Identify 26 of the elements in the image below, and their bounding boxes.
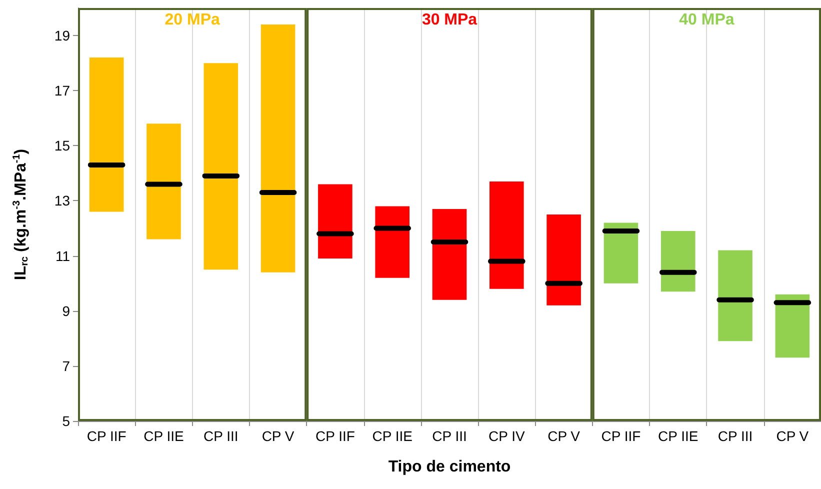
- x-tick-label: CP III: [432, 428, 467, 444]
- text: 20 MPa: [164, 12, 220, 28]
- y-tick-label: 5: [62, 413, 70, 429]
- y-tick-label: 15: [54, 138, 70, 154]
- x-tick-label: CP V: [776, 428, 810, 444]
- x-tick-label: CP IIE: [372, 428, 412, 444]
- x-axis-title: Tipo de cimento: [388, 458, 511, 476]
- y-tick-label: 19: [54, 28, 70, 44]
- x-tick-label: CP IIE: [658, 428, 698, 444]
- y-tick-label: 13: [54, 192, 70, 209]
- x-tick-label: CP III: [204, 428, 238, 444]
- x-tick-label: CP IV: [488, 428, 526, 444]
- y-axis-title: ILrc (kg.m-3.MPa-1): [12, 148, 30, 280]
- x-tick-label: CP IIF: [86, 428, 126, 444]
- x-tick-label: CP IIF: [315, 428, 355, 444]
- text: 30 MPa: [422, 12, 478, 28]
- x-tick-label: CP IIE: [144, 428, 184, 444]
- y-tick-label: 11: [55, 248, 70, 264]
- y-tick-label: 17: [54, 82, 70, 99]
- x-tick-label: CP V: [548, 428, 581, 444]
- y-tick-label: 7: [62, 358, 70, 374]
- x-tick-label: CP V: [262, 428, 295, 444]
- x-tick-label: CP IIF: [601, 428, 641, 444]
- text: 40 MPa: [679, 12, 734, 28]
- x-tick-label: CP III: [718, 428, 753, 444]
- y-tick-label: 9: [62, 302, 70, 319]
